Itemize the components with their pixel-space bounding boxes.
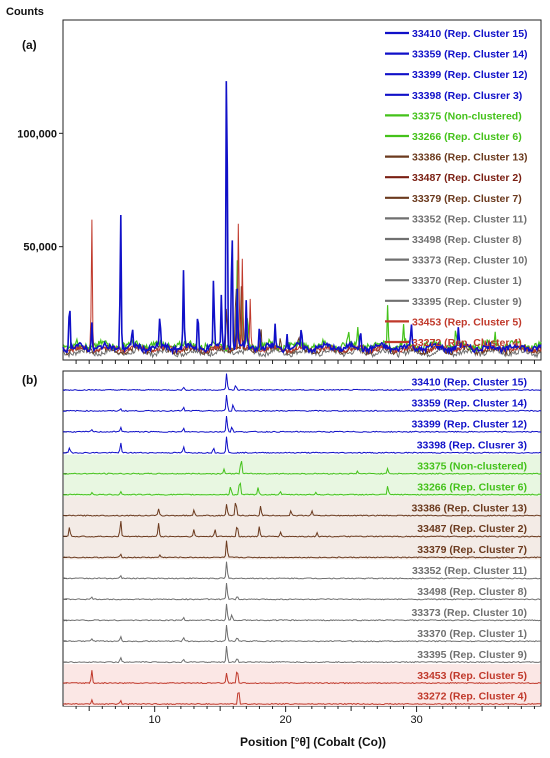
row-band <box>64 685 540 706</box>
panel-b-bands <box>63 389 540 706</box>
x-axis-label: Position [°θ] (Cobalt (Co)) <box>240 735 386 749</box>
stacked-trace <box>62 502 542 517</box>
legend-entry: 33352 (Rep. Cluster 11) <box>412 213 527 225</box>
stacked-trace <box>62 561 542 580</box>
trace-label: 33410 (Rep. Cluster 15) <box>411 377 527 389</box>
stacked-trace <box>62 603 542 622</box>
trace-label: 33375 (Non-clustered) <box>417 460 527 472</box>
x-tick-label: 30 <box>410 714 422 726</box>
legend-entry: 33410 (Rep. Cluster 15) <box>412 28 528 40</box>
row-band <box>64 454 540 476</box>
panel-b-x-ticks: 10 20 30 <box>75 706 535 726</box>
stacked-trace <box>62 692 542 706</box>
row-band <box>64 664 540 686</box>
legend-entry: 33398 (Rep. Clusrer 3) <box>412 90 522 102</box>
legend-entry: 33373 (Rep. Cluster 10) <box>412 255 528 267</box>
legend-entry: 33453 (Rep. Cluster 5) <box>412 316 522 328</box>
legend: 33410 (Rep. Cluster 15) 33359 (Rep. Clust… <box>385 28 528 349</box>
trace-label: 33370 (Rep. Cluster 1) <box>417 628 527 640</box>
overlay-trace-blue <box>62 81 542 356</box>
trace-label: 33359 (Rep. Cluster 14) <box>411 398 527 410</box>
trace-label: 33398 (Rep. Clusrer 3) <box>417 439 527 451</box>
stacked-trace <box>62 583 542 601</box>
legend-entry: 33395 (Rep. Cluster 9) <box>412 296 522 308</box>
panel-a-label: (a) <box>22 38 37 52</box>
stacked-trace <box>62 373 542 392</box>
stacked-trace <box>62 461 542 475</box>
legend-entry: 33498 (Rep. Cluster 8) <box>412 234 522 246</box>
panel-a-x-ticks <box>75 360 535 364</box>
overlay-trace-red <box>62 219 542 354</box>
panel-a-frame <box>62 19 542 361</box>
trace-label: 33399 (Rep. Cluster 12) <box>411 419 527 431</box>
legend-entry: 33487 (Rep. Cluster 2) <box>412 172 522 184</box>
stacked-trace <box>62 482 542 496</box>
panel-b-labels: 33410 (Rep. Cluster 15) 33359 (Rep. Clust… <box>411 377 527 703</box>
trace-label: 33272 (Rep. Cluster 4) <box>417 691 527 703</box>
trace-label: 33498 (Rep. Cluster 8) <box>417 586 527 598</box>
trace-label: 33395 (Rep. Cluster 9) <box>417 649 527 661</box>
x-tick-label: 20 <box>280 714 292 726</box>
trace-label: 33373 (Rep. Cluster 10) <box>411 607 527 619</box>
legend-entry: 33399 (Rep. Cluster 12) <box>412 69 528 81</box>
x-tick-label: 10 <box>149 714 161 726</box>
trace-label: 33453 (Rep. Cluster 5) <box>417 670 527 682</box>
trace-label: 33386 (Rep. Cluster 13) <box>411 502 527 514</box>
legend-entry: 33375 (Non-clustered) <box>412 110 522 122</box>
stacked-trace <box>63 415 542 433</box>
panel-a-y-ticks: 50,000 100,000 <box>17 128 63 254</box>
panel-b-traces <box>62 373 542 706</box>
y-axis-label: Counts <box>6 6 44 18</box>
panel-b: 33410 (Rep. Cluster 15) 33359 (Rep. Clust… <box>22 370 542 749</box>
row-band <box>64 475 540 497</box>
stacked-trace <box>62 540 542 559</box>
y-tick-label: 100,000 <box>17 128 57 140</box>
legend-entry: 33266 (Rep. Cluster 6) <box>412 131 522 143</box>
panel-b-label: (b) <box>22 373 37 387</box>
row-band <box>64 538 540 560</box>
stacked-trace <box>62 625 542 643</box>
row-band <box>64 496 540 518</box>
row-band <box>64 517 540 539</box>
y-tick-label: 50,000 <box>23 242 57 254</box>
trace-label: 33266 (Rep. Cluster 6) <box>417 481 527 493</box>
legend-entry: 33386 (Rep. Cluster 13) <box>412 152 528 164</box>
trace-label: 33487 (Rep. Cluster 2) <box>417 523 527 535</box>
stacked-trace <box>62 670 542 685</box>
legend-entry: 33359 (Rep. Cluster 14) <box>412 49 528 61</box>
panel-a-traces <box>62 81 542 359</box>
stacked-trace <box>62 394 542 412</box>
legend-entry: 33370 (Rep. Cluster 1) <box>412 275 522 287</box>
legend-entry: 33379 (Rep. Cluster 7) <box>412 193 522 205</box>
legend-entry: 33272 (Rep. Cluster 4) <box>412 337 522 349</box>
panel-a: 50,000 100,000 33410 (Rep. Cluster 15) 333… <box>6 6 542 364</box>
trace-label: 33379 (Rep. Cluster 7) <box>417 544 527 556</box>
stacked-trace <box>63 436 542 454</box>
trace-label: 33352 (Rep. Cluster 11) <box>412 565 527 577</box>
stacked-trace <box>62 520 542 538</box>
stacked-trace <box>62 645 542 664</box>
